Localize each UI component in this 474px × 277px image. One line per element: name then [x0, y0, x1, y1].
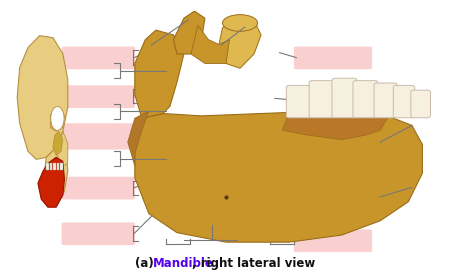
FancyBboxPatch shape	[294, 184, 372, 206]
FancyBboxPatch shape	[332, 78, 357, 118]
Text: (a): (a)	[135, 257, 158, 270]
FancyBboxPatch shape	[62, 47, 135, 69]
Ellipse shape	[222, 15, 257, 31]
Polygon shape	[17, 36, 68, 159]
FancyBboxPatch shape	[62, 85, 135, 108]
FancyBboxPatch shape	[294, 229, 372, 252]
Polygon shape	[282, 111, 387, 140]
Bar	[60, 163, 63, 170]
Polygon shape	[38, 157, 64, 207]
Polygon shape	[219, 18, 261, 68]
Polygon shape	[135, 30, 184, 118]
FancyBboxPatch shape	[294, 135, 372, 158]
FancyBboxPatch shape	[294, 47, 372, 69]
Polygon shape	[43, 131, 68, 207]
Polygon shape	[135, 111, 422, 242]
Polygon shape	[53, 131, 63, 155]
Text: , right lateral view: , right lateral view	[192, 257, 315, 270]
FancyBboxPatch shape	[309, 81, 335, 118]
FancyBboxPatch shape	[62, 177, 135, 199]
Bar	[46, 163, 49, 170]
Polygon shape	[128, 111, 149, 166]
Bar	[57, 163, 59, 170]
Bar	[50, 163, 53, 170]
Bar	[53, 163, 56, 170]
Text: Mandible: Mandible	[153, 257, 214, 270]
Polygon shape	[50, 107, 64, 131]
FancyBboxPatch shape	[62, 222, 135, 245]
Ellipse shape	[51, 106, 64, 130]
Polygon shape	[173, 11, 205, 54]
FancyBboxPatch shape	[286, 85, 312, 118]
FancyBboxPatch shape	[62, 123, 135, 150]
Polygon shape	[56, 131, 68, 167]
FancyBboxPatch shape	[374, 83, 397, 118]
Polygon shape	[191, 25, 229, 63]
FancyBboxPatch shape	[294, 89, 372, 112]
FancyBboxPatch shape	[353, 81, 378, 118]
FancyBboxPatch shape	[411, 90, 430, 118]
FancyBboxPatch shape	[393, 85, 415, 118]
